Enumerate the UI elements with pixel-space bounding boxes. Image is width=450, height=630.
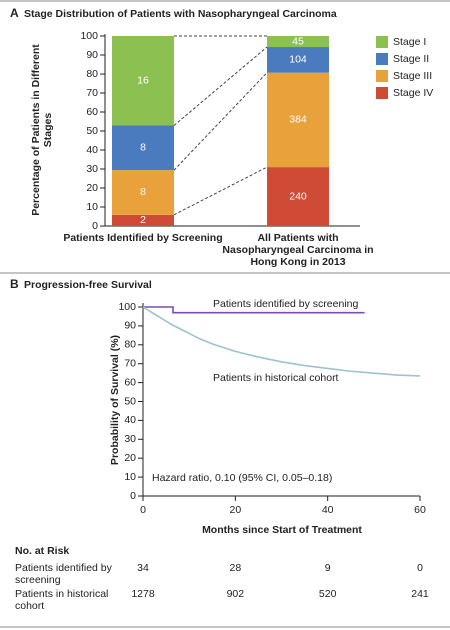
legend-label: Stage IV — [393, 87, 433, 99]
risk-row-label: Patients in historical cohort — [15, 588, 109, 612]
y-tick-label: 70 — [124, 357, 136, 369]
bar-segment — [267, 36, 329, 48]
risk-count: 1278 — [131, 588, 155, 600]
legend-swatch — [376, 53, 388, 65]
data-label: 45 — [292, 35, 304, 47]
y-tick-label: 80 — [86, 68, 98, 80]
risk-count: 0 — [417, 562, 423, 574]
legend-label: Stage III — [393, 70, 432, 82]
bar-segment — [112, 170, 174, 215]
series-label: Patients identified by screening — [213, 298, 358, 310]
data-label: 16 — [137, 75, 149, 87]
panel-title: Stage Distribution of Patients with Naso… — [24, 8, 337, 20]
x-tick-label: All Patients with Nasopharyngeal Carcino… — [222, 232, 374, 268]
x-tick-label: 40 — [322, 504, 334, 516]
connector — [173, 72, 268, 171]
risk-count: 902 — [227, 588, 245, 600]
x-tick-label: 0 — [140, 504, 146, 516]
risk-count: 34 — [137, 562, 149, 574]
legend-swatch — [376, 70, 388, 82]
bar-segment — [267, 72, 329, 168]
y-tick-label: 100 — [118, 301, 136, 313]
y-tick-label: 60 — [86, 106, 98, 118]
y-tick-label: 50 — [86, 125, 98, 137]
y-tick-label: 40 — [124, 414, 136, 426]
risk-row-label: Patients identified by screening — [15, 562, 112, 586]
panel-letter: A — [10, 6, 19, 20]
y-tick-label: 30 — [124, 433, 136, 445]
bar-segment — [267, 47, 329, 73]
x-tick-label: 60 — [414, 504, 426, 516]
survival-curve — [142, 306, 421, 377]
panel-title: Progression-free Survival — [24, 279, 152, 291]
y-tick-label: 10 — [124, 471, 136, 483]
legend-swatch — [376, 36, 388, 48]
x-tick-label: Patients Identified by Screening — [63, 232, 223, 244]
y-tick-label: 70 — [86, 87, 98, 99]
legend-swatch — [376, 87, 388, 99]
survival-curve — [143, 306, 365, 314]
data-label: 2 — [140, 214, 146, 226]
y-tick-label: 30 — [86, 163, 98, 175]
risk-count: 9 — [325, 562, 331, 574]
data-label: 8 — [140, 186, 146, 198]
y-tick-label: 90 — [124, 320, 136, 332]
bar-segment — [112, 36, 174, 126]
legend-label: Stage I — [393, 36, 426, 48]
y-tick-label: 50 — [124, 395, 136, 407]
y-tick-label: 100 — [80, 30, 98, 42]
x-axis-label: Months since Start of Treatment — [202, 524, 362, 536]
risk-count: 241 — [411, 588, 429, 600]
bar-segment — [112, 214, 174, 226]
data-label: 384 — [289, 114, 307, 126]
y-tick-label: 40 — [86, 144, 98, 156]
risk-count: 520 — [319, 588, 337, 600]
x-tick-label: 20 — [229, 504, 241, 516]
legend-label: Stage II — [393, 53, 429, 65]
data-label: 104 — [289, 54, 307, 66]
panel-letter: B — [10, 277, 19, 291]
annotation: Hazard ratio, 0.10 (95% CI, 0.05–0.18) — [152, 472, 332, 484]
connector — [173, 166, 268, 216]
y-axis-label: Probability of Survival (%) — [109, 334, 121, 466]
y-tick-label: 20 — [124, 452, 136, 464]
y-tick-label: 90 — [86, 49, 98, 61]
risk-title: No. at Risk — [15, 545, 69, 557]
y-axis-label: Percentage of Patients in Different Stag… — [30, 44, 54, 216]
data-label: 240 — [289, 190, 307, 202]
y-tick-label: 20 — [86, 182, 98, 194]
data-label: 8 — [140, 142, 146, 154]
bar-segment — [267, 167, 329, 226]
y-tick-label: 60 — [124, 376, 136, 388]
y-tick-label: 10 — [86, 201, 98, 213]
series-label: Patients in historical cohort — [213, 372, 339, 384]
risk-count: 28 — [229, 562, 241, 574]
y-tick-label: 80 — [124, 339, 136, 351]
y-tick-label: 0 — [92, 220, 98, 232]
y-tick-label: 0 — [130, 490, 136, 502]
connector — [173, 46, 268, 126]
bar-segment — [112, 125, 174, 171]
